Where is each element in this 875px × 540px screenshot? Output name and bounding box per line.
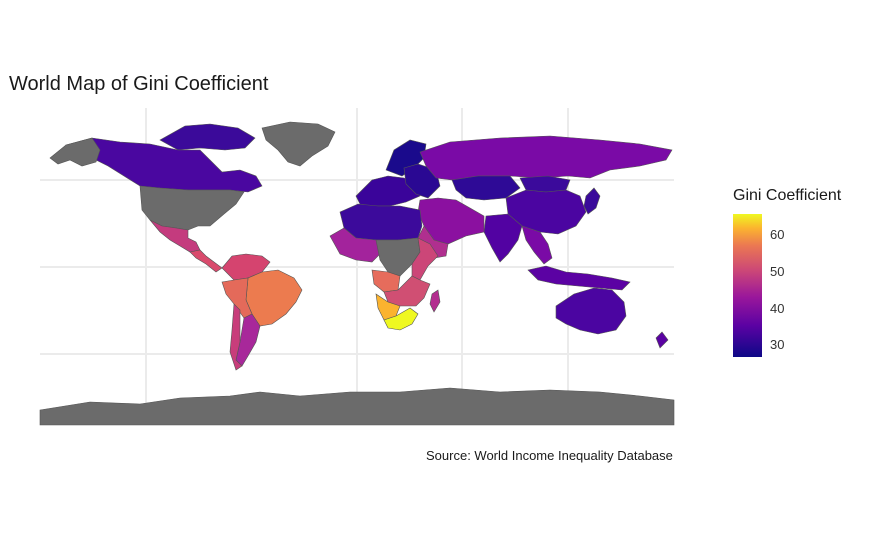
legend-tick-30: [762, 345, 766, 346]
region-mexico[interactable]: [149, 219, 201, 253]
legend-tick-40: [762, 309, 766, 310]
region-russia[interactable]: [419, 135, 673, 181]
region-madagascar[interactable]: [429, 289, 441, 313]
region-southeast-asia[interactable]: [521, 225, 553, 265]
legend-tick-label-60: 60: [770, 227, 785, 242]
source-caption: Source: World Income Inequality Database: [426, 448, 673, 463]
region-south-africa[interactable]: [383, 307, 419, 331]
region-eastern-europe[interactable]: [403, 163, 441, 199]
region-greenland[interactable]: [261, 121, 336, 167]
region-middle-east[interactable]: [417, 197, 485, 245]
legend-tick-label-50: 50: [770, 264, 785, 279]
region-antarctica[interactable]: [39, 387, 675, 426]
region-indonesia[interactable]: [527, 265, 631, 291]
region-mongolia[interactable]: [519, 175, 571, 193]
region-new-zealand[interactable]: [655, 331, 669, 349]
region-alaska[interactable]: [49, 137, 101, 167]
region-central-america[interactable]: [189, 249, 223, 273]
region-canada-arctic[interactable]: [159, 123, 256, 151]
legend-tick-50: [762, 272, 766, 273]
legend-color-bar: [733, 214, 762, 357]
legend-tick-60: [762, 235, 766, 236]
region-canada[interactable]: [65, 137, 263, 193]
region-chile[interactable]: [229, 303, 243, 371]
legend-title: Gini Coefficient: [733, 187, 842, 204]
region-japan[interactable]: [583, 187, 601, 215]
legend-tick-label-30: 30: [770, 337, 785, 352]
region-australia[interactable]: [555, 287, 627, 335]
legend-tick-label-40: 40: [770, 301, 785, 316]
page-title: World Map of Gini Coefficient: [9, 73, 269, 95]
region-india[interactable]: [483, 213, 523, 263]
